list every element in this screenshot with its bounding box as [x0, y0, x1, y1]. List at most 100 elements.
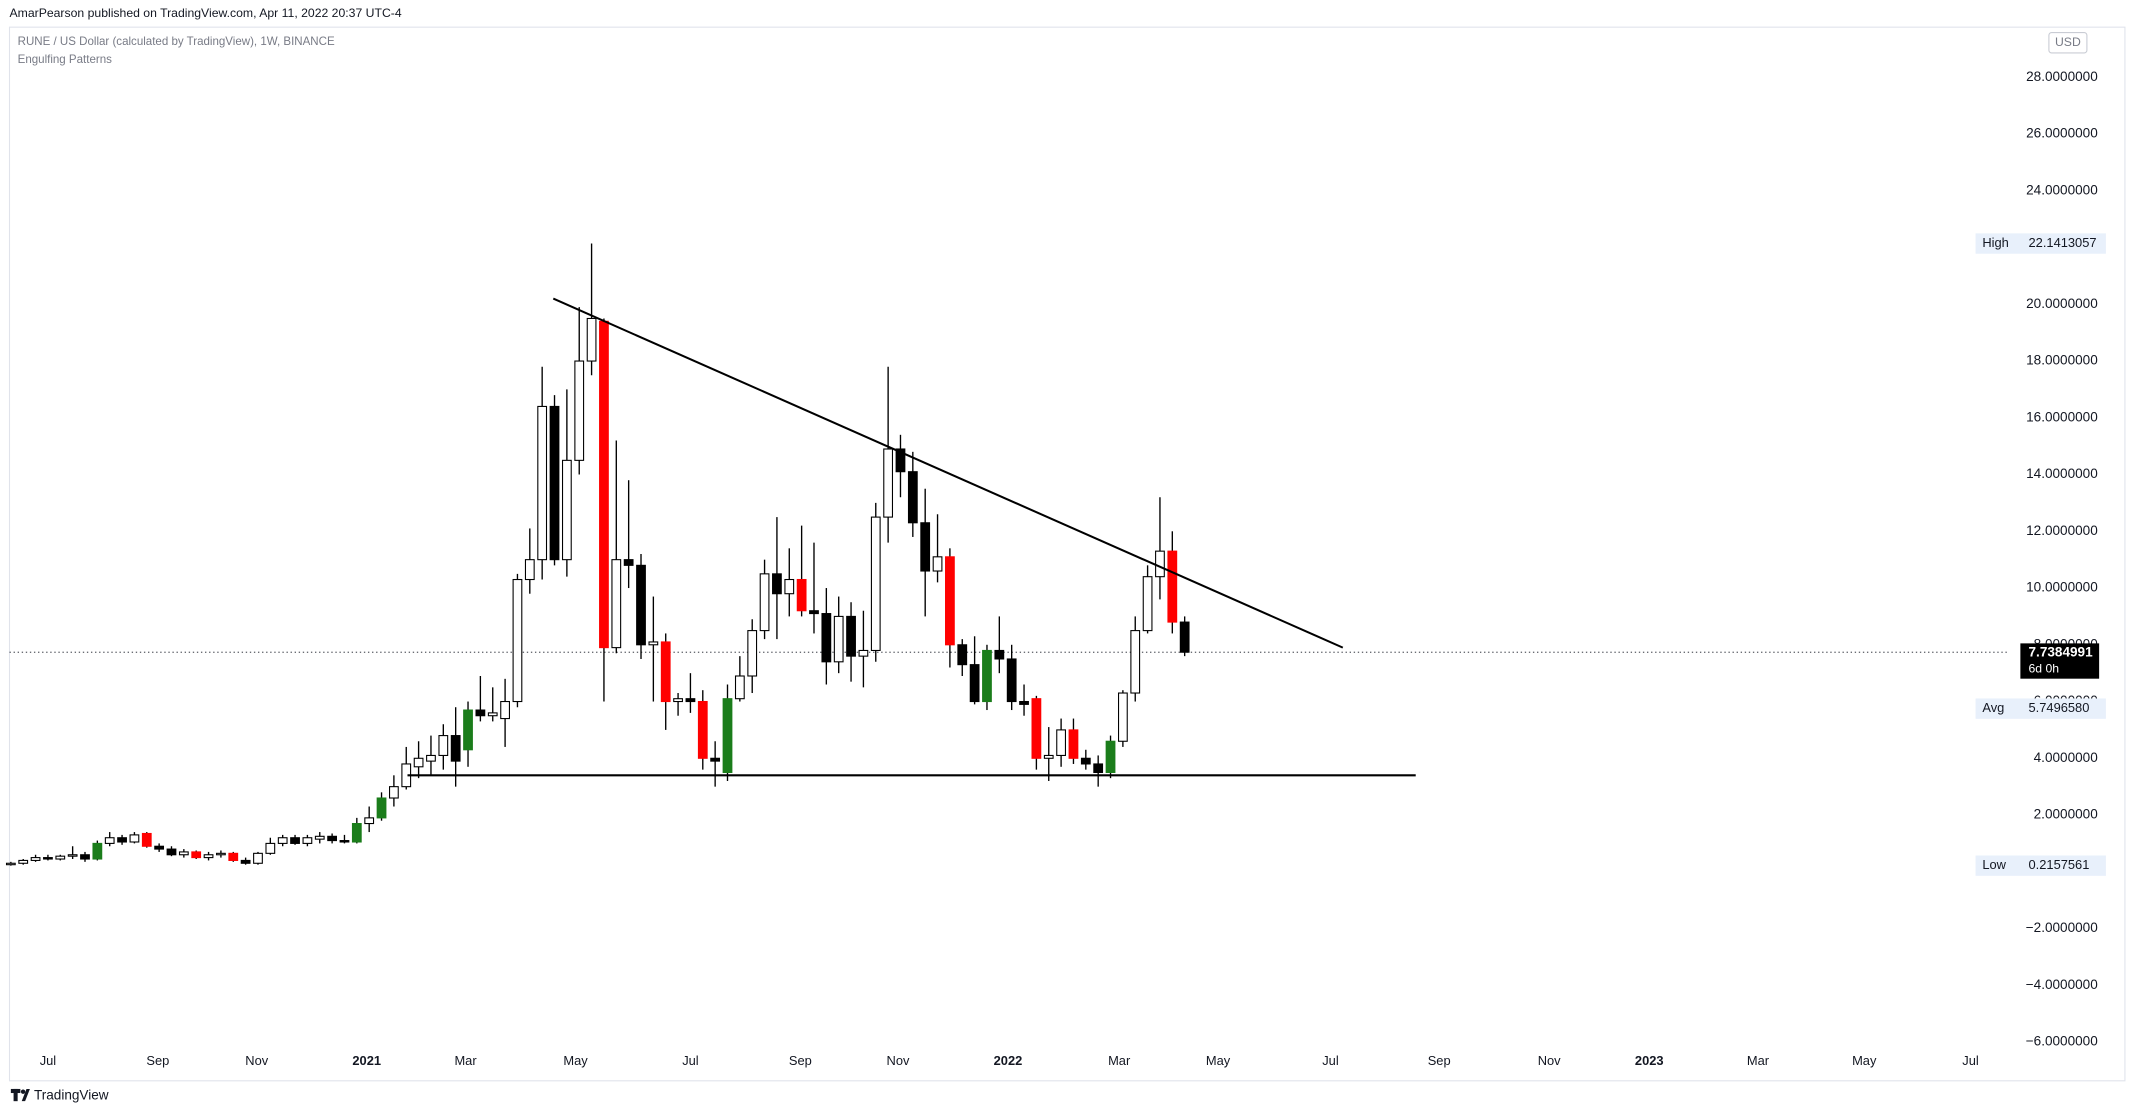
candle-body	[673, 698, 683, 703]
y-tick-label: 28.0000000	[2026, 69, 2098, 84]
candle-body	[1105, 740, 1116, 774]
candle-body	[228, 852, 239, 861]
candle-body	[537, 405, 548, 561]
y-tick-label: 14.0000000	[2026, 466, 2098, 481]
candle-body	[512, 578, 523, 703]
last-price-value: 7.7384991	[2029, 644, 2094, 659]
candle-body	[389, 786, 399, 799]
candle-body	[883, 448, 894, 518]
stat-value: 0.2157561	[2029, 857, 2090, 872]
stat-tag	[1975, 233, 2106, 254]
candle-body	[376, 797, 387, 819]
candle-body	[969, 664, 980, 703]
candle-body	[1031, 698, 1042, 759]
candle-body	[178, 851, 189, 856]
candle-body	[117, 837, 127, 843]
candle-body	[253, 852, 263, 864]
candle-body	[203, 854, 214, 859]
candle-body	[487, 712, 498, 717]
y-tick-label: 16.0000000	[2026, 409, 2098, 424]
x-tick-label: Sep	[1428, 1053, 1451, 1068]
candle-body	[30, 857, 41, 861]
candle-body	[858, 649, 869, 657]
x-tick-label: May	[1206, 1053, 1231, 1068]
candle-body	[809, 610, 819, 615]
candle-body	[463, 709, 473, 751]
candle-body	[870, 516, 881, 652]
candle-body	[1167, 550, 1178, 623]
candle-body	[846, 615, 856, 657]
stat-name: Avg	[1982, 700, 2004, 715]
candle-body	[216, 852, 226, 856]
candle-body	[796, 578, 807, 612]
candle-body	[586, 317, 597, 362]
stat-value: 22.1413057	[2029, 235, 2097, 250]
x-tick-label: Nov	[887, 1053, 910, 1068]
indicator-name: Engulfing Patterns	[18, 54, 112, 66]
candle-body	[1179, 621, 1190, 653]
candle-body	[277, 837, 288, 844]
publisher: AmarPearson published on TradingView.com…	[10, 6, 402, 20]
y-tick-label: 12.0000000	[2026, 523, 2098, 538]
candle-body	[772, 573, 782, 595]
stat-value: 5.7496580	[2029, 700, 2090, 715]
candle-body	[240, 859, 251, 864]
candle-body	[994, 649, 1005, 660]
x-tick-label: Nov	[1538, 1053, 1561, 1068]
x-tick-label: Mar	[454, 1053, 477, 1068]
candle-body	[1068, 729, 1079, 759]
candle-body	[821, 613, 832, 663]
x-tick-label: May	[1852, 1053, 1877, 1068]
candle-body	[1130, 630, 1141, 694]
candle-body	[43, 857, 53, 860]
candle-body	[129, 834, 140, 843]
candle-body	[561, 459, 572, 561]
candle-body	[500, 700, 510, 720]
y-tick-label: 2.0000000	[2034, 807, 2099, 822]
candle-body	[191, 851, 202, 859]
candle-body	[1006, 658, 1017, 703]
candle-body	[574, 360, 585, 461]
stat-tag	[1975, 855, 2106, 876]
candle-body	[302, 837, 313, 844]
y-tick-label: 24.0000000	[2026, 182, 2098, 197]
y-tick-label: −2.0000000	[2026, 920, 2098, 935]
candle-body	[426, 754, 436, 762]
candle-body	[599, 320, 609, 649]
x-tick-label: Jul	[682, 1053, 698, 1068]
candle-body	[314, 835, 325, 840]
candle-body	[920, 522, 931, 572]
candle-body	[623, 559, 634, 566]
trend-line[interactable]	[552, 297, 1344, 649]
currency[interactable]: USD	[2055, 35, 2081, 49]
x-tick-label: Jul	[40, 1053, 56, 1068]
candle-body	[351, 823, 362, 843]
candle-body	[611, 559, 622, 649]
candle-body	[438, 735, 449, 756]
y-tick-label: 18.0000000	[2026, 353, 2098, 368]
candle-body	[759, 573, 770, 632]
candle-body	[722, 698, 733, 774]
x-tick-label: Mar	[1108, 1053, 1131, 1068]
candle-body	[413, 757, 424, 768]
candle-body	[982, 649, 992, 703]
candle-body	[1155, 550, 1165, 578]
x-tick-label: Nov	[245, 1053, 268, 1068]
candle-body	[660, 641, 671, 703]
stat-name: High	[1982, 235, 2008, 250]
candle-body	[364, 817, 375, 825]
candle-body	[5, 862, 16, 866]
candle-body	[636, 564, 646, 646]
y-tick-label: −4.0000000	[2026, 977, 2098, 992]
currency-box[interactable]	[2048, 32, 2088, 54]
x-tick-label: 2023	[1635, 1053, 1664, 1068]
candle-body	[549, 405, 560, 561]
candle-body	[339, 840, 350, 843]
y-tick-label: 10.0000000	[2026, 580, 2098, 595]
symbol-title: RUNE / US Dollar (calculated by TradingV…	[18, 36, 335, 48]
x-tick-label: Sep	[146, 1053, 169, 1068]
candle-body	[697, 700, 708, 759]
candle-body	[450, 735, 461, 762]
candle-body	[895, 448, 906, 473]
